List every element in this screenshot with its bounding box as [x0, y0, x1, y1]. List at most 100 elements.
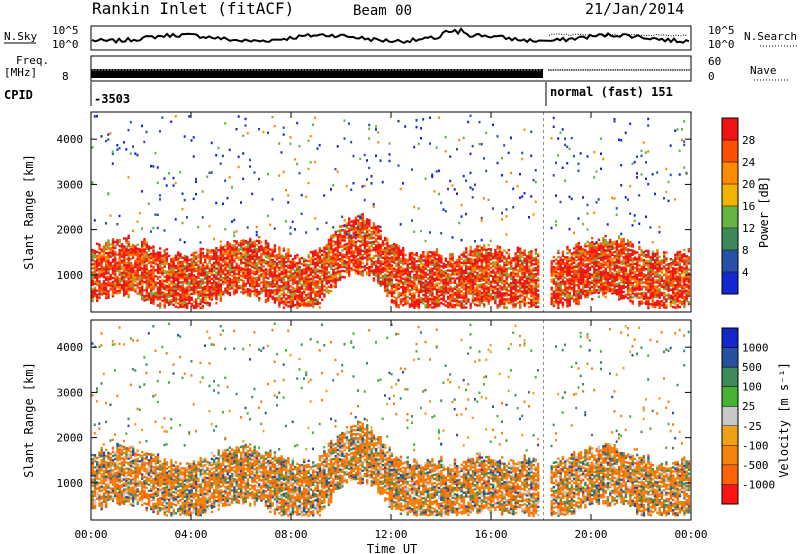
range-cell — [433, 253, 436, 256]
range-cell — [282, 275, 286, 279]
range-cell — [366, 263, 369, 266]
range-cell — [201, 190, 204, 193]
range-cell — [386, 288, 389, 292]
range-cell — [550, 302, 553, 306]
range-cell — [332, 236, 335, 239]
range-cell — [242, 273, 245, 277]
range-cell — [231, 264, 234, 267]
range-cell — [258, 258, 261, 261]
range-cell — [222, 250, 225, 253]
range-cell — [550, 286, 553, 289]
range-cell — [460, 286, 463, 289]
range-cell — [179, 293, 182, 296]
range-cell — [249, 276, 252, 279]
range-cell — [318, 277, 322, 281]
range-cell — [262, 287, 265, 290]
range-cell — [316, 282, 319, 285]
range-cell — [219, 240, 223, 243]
range-cell — [345, 248, 349, 252]
range-cell — [525, 295, 529, 299]
range-cell — [564, 256, 567, 259]
range-cell — [312, 271, 315, 274]
range-cell — [327, 281, 331, 284]
range-cell — [350, 228, 353, 231]
range-cell — [339, 260, 342, 263]
range-cell — [386, 254, 389, 257]
range-cell — [332, 248, 335, 251]
range-cell — [143, 258, 146, 261]
range-cell — [417, 278, 421, 281]
range-cell — [530, 130, 533, 133]
range-cell — [469, 270, 472, 273]
range-cell — [476, 245, 479, 248]
range-cell — [325, 278, 328, 281]
range-cell — [210, 255, 214, 258]
range-cell — [350, 220, 353, 223]
range-cell — [278, 268, 281, 272]
range-cell — [480, 238, 483, 242]
range-cell — [105, 266, 108, 269]
range-cell — [557, 294, 560, 297]
range-cell — [503, 288, 506, 291]
range-cell — [532, 273, 535, 276]
range-cell — [361, 261, 364, 265]
range-cell — [336, 256, 340, 259]
range-cell — [537, 267, 540, 270]
range-cell — [233, 274, 236, 277]
range-cell — [330, 243, 333, 246]
range-cell — [366, 258, 369, 262]
range-cell — [471, 295, 475, 298]
range-cell — [406, 275, 409, 278]
range-cell — [179, 295, 182, 298]
range-cell — [215, 247, 218, 250]
range-cell — [136, 276, 139, 279]
range-cell — [444, 135, 447, 139]
range-cell — [458, 300, 461, 303]
range-cell — [125, 276, 128, 279]
range-cell — [314, 290, 317, 293]
range-cell — [408, 278, 412, 282]
range-cell — [357, 258, 360, 261]
range-cell — [181, 280, 184, 284]
range-cell — [226, 255, 229, 258]
range-cell — [478, 259, 481, 262]
range-cell — [235, 276, 238, 280]
range-cell — [402, 269, 405, 272]
range-cell — [179, 303, 182, 307]
range-cell — [150, 261, 153, 264]
range-cell — [192, 280, 196, 283]
range-cell — [550, 278, 553, 281]
range-cell — [496, 287, 499, 291]
range-cell — [125, 284, 128, 287]
range-cell — [573, 275, 576, 279]
range-cell — [141, 263, 144, 266]
range-cell — [134, 284, 137, 287]
range-cell — [312, 289, 315, 292]
range-cell — [186, 288, 189, 291]
range-cell — [372, 254, 376, 258]
range-cell — [246, 131, 249, 135]
range-cell — [269, 266, 272, 270]
range-cell — [348, 270, 351, 273]
range-cell — [532, 213, 535, 216]
range-cell — [298, 276, 301, 279]
range-cell — [316, 227, 319, 231]
range-cell — [253, 271, 256, 274]
range-cell — [564, 179, 566, 182]
range-cell — [422, 277, 425, 280]
range-cell — [150, 254, 153, 258]
range-cell — [289, 299, 292, 302]
range-cell — [348, 219, 351, 222]
range-cell — [465, 296, 468, 299]
range-cell — [444, 269, 448, 273]
range-cell — [447, 281, 450, 284]
range-cell — [498, 301, 502, 304]
range-cell — [420, 288, 423, 292]
range-cell — [219, 293, 223, 296]
range-cell — [501, 276, 504, 279]
range-cell — [404, 280, 407, 283]
range-cell — [168, 262, 171, 266]
range-cell — [336, 244, 340, 247]
range-cell — [555, 301, 558, 304]
range-cell — [116, 148, 119, 151]
